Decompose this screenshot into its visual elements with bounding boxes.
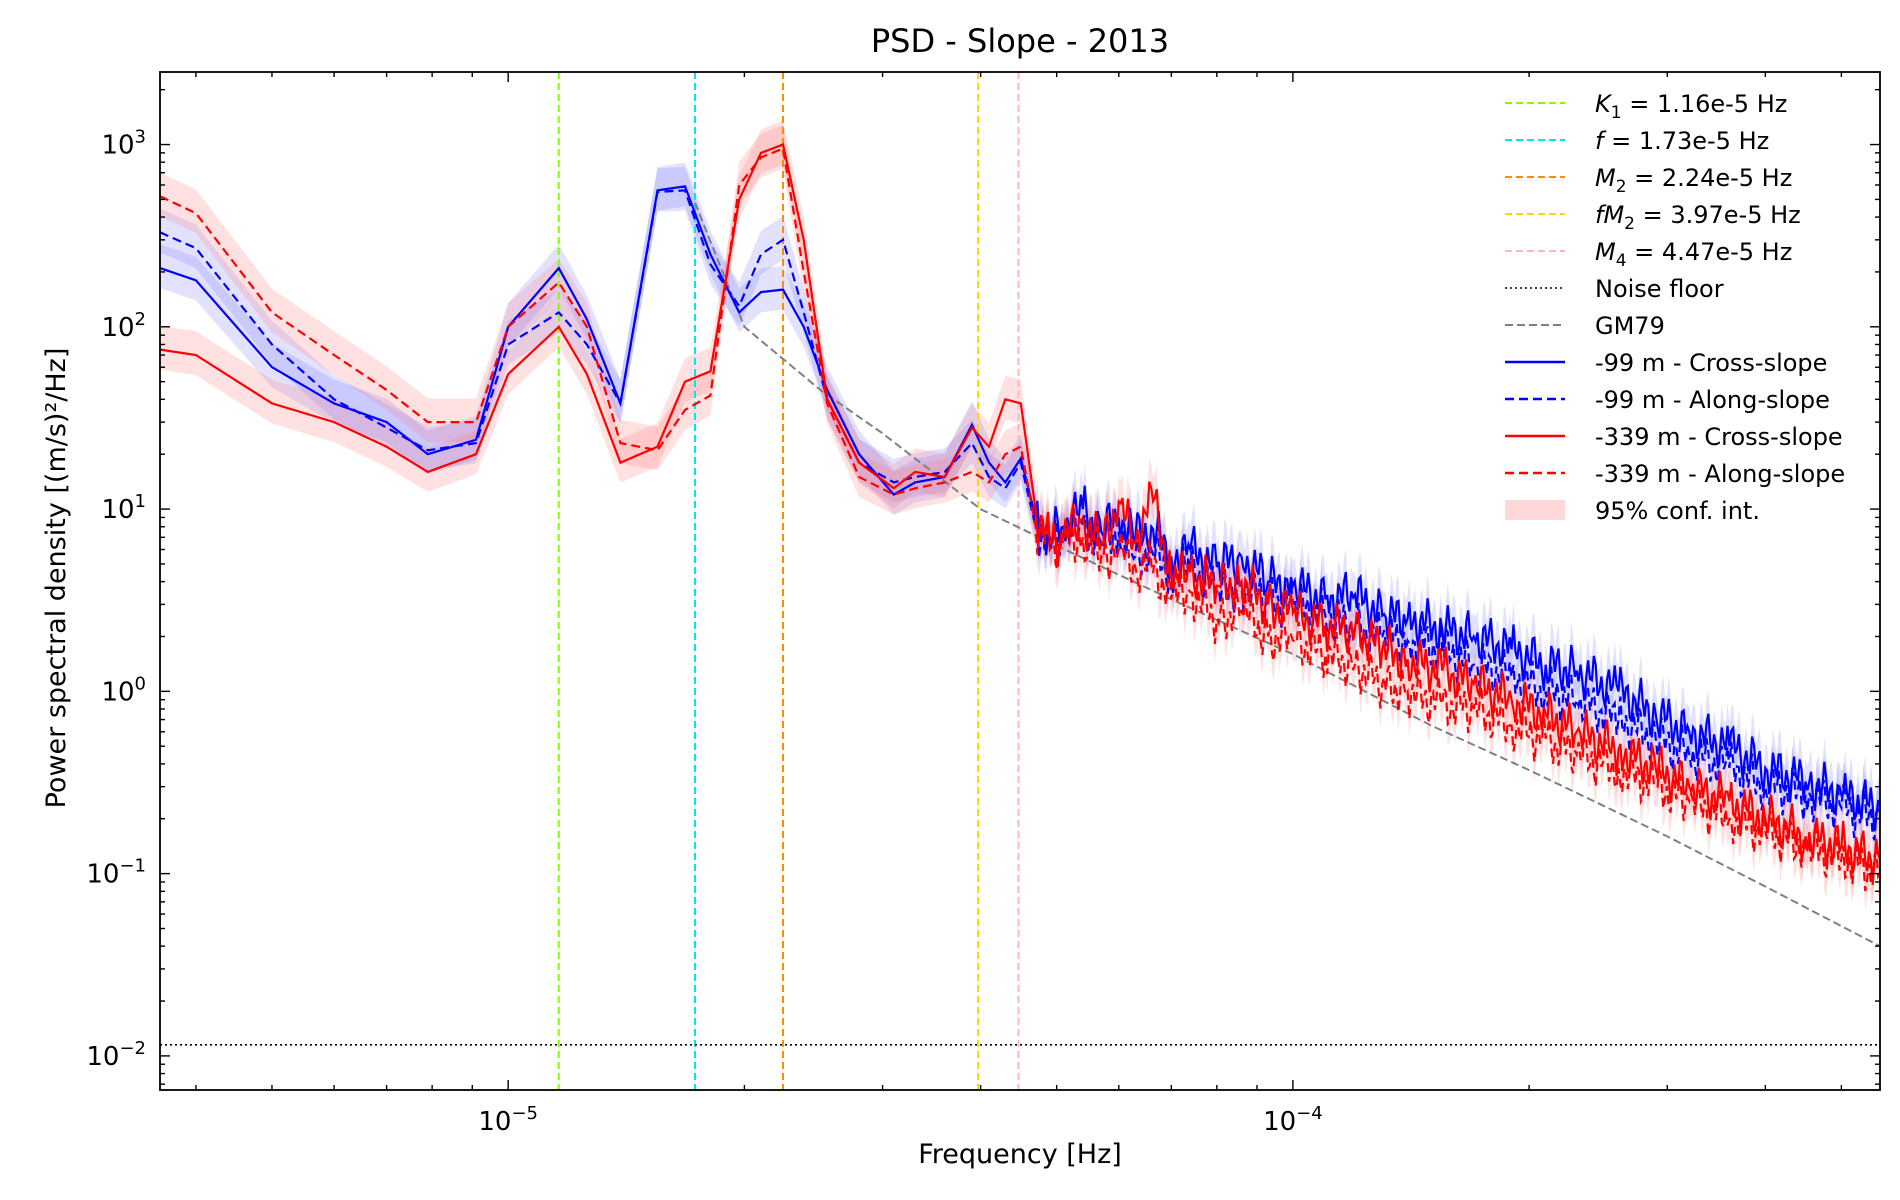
legend-label-series-2: -99 m - Along-slope	[1595, 386, 1830, 414]
chart-title: PSD - Slope - 2013	[871, 22, 1169, 60]
legend-label-series-3: -339 m - Cross-slope	[1595, 423, 1843, 451]
y-axis-label: Power spectral density [(m/s)²/Hz]	[41, 348, 72, 809]
legend-label-series-1: -99 m - Cross-slope	[1595, 349, 1827, 377]
y-tick-label: 10−1	[86, 856, 146, 890]
legend-label-vline-5: M4 = 4.47e-5 Hz	[1595, 238, 1792, 271]
legend-swatch-ci	[1505, 500, 1565, 520]
y-tick-label: 100	[101, 673, 146, 707]
series-line-3	[160, 143, 1880, 882]
y-tick-label: 102	[101, 309, 146, 343]
legend-label-vline-2: f = 1.73e-5 Hz	[1595, 127, 1769, 155]
y-tick-label: 103	[101, 127, 146, 161]
series-line-1	[160, 185, 1880, 832]
x-axis-label: Frequency [Hz]	[918, 1139, 1122, 1170]
legend-label-vline-1: K1 = 1.16e-5 Hz	[1595, 90, 1787, 123]
legend-label-series-4: -339 m - Along-slope	[1595, 460, 1845, 488]
legend-label-vline-4: fM2 = 3.97e-5 Hz	[1595, 201, 1801, 234]
y-tick-label: 10−2	[86, 1038, 146, 1072]
legend: K1 = 1.16e-5 Hz f = 1.73e-5 Hz M2 = 2.24e-…	[1505, 90, 1845, 525]
x-tick-label: 10−5	[478, 1103, 538, 1137]
series-line-4	[160, 147, 1880, 892]
legend-label-gm79: GM79	[1595, 312, 1665, 340]
legend-label-noise-floor: Noise floor	[1595, 275, 1724, 303]
axes: 10−5 10−4 10−2 10−1 100 101 102 103	[86, 71, 1881, 1137]
series-line-2	[160, 189, 1880, 841]
x-tick-label: 10−4	[1263, 1103, 1323, 1137]
legend-label-vline-3: M2 = 2.24e-5 Hz	[1595, 164, 1792, 197]
legend-label-ci: 95% conf. int.	[1595, 497, 1760, 525]
series-lines	[160, 143, 1880, 892]
y-tick-label: 101	[101, 491, 146, 525]
confidence-band-3	[160, 120, 1880, 902]
